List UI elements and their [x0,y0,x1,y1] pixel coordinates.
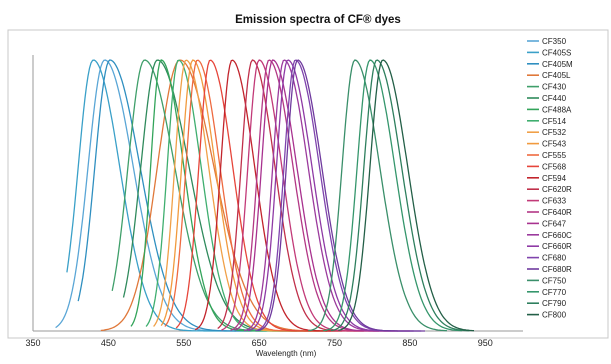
x-tick-label: 550 [176,338,191,348]
x-tick-label: 950 [478,338,493,348]
legend-label: CF568 [542,162,567,171]
legend-label: CF430 [542,83,567,92]
series-group [55,59,475,332]
legend-label: CF680 [542,254,567,263]
legend-label: CF633 [542,197,567,206]
legend: CF350 CF405S CF405M CF405L CF430 CF440 CF488A C… [527,37,573,320]
legend-label: CF543 [542,140,567,149]
series-line-cf750 [308,59,447,332]
legend-label: CF405S [542,48,571,57]
legend-label: CF514 [542,117,567,126]
legend-label: CF647 [542,219,567,228]
legend-label: CF532 [542,128,567,137]
legend-label: CF680R [542,265,572,274]
chart-title: Emission spectra of CF® dyes [235,14,401,26]
x-tick-label: 650 [252,338,267,348]
series-line-cf555 [164,59,331,332]
series-line-cf680r [257,59,425,332]
legend-label: CF488A [542,105,572,114]
legend-label: CF800 [542,311,567,320]
legend-label: CF594 [542,174,567,183]
x-tick-label: 850 [402,338,417,348]
legend-label: CF405M [542,60,573,69]
legend-label: CF620R [542,185,572,194]
legend-label: CF770 [542,288,567,297]
legend-label: CF405L [542,71,571,80]
legend-label: CF440 [542,94,567,103]
x-tick-label: 750 [327,338,342,348]
x-axis-label: Wavelength (nm) [256,349,317,358]
legend-label: CF750 [542,276,567,285]
legend-label: CF350 [542,37,567,46]
legend-label: CF555 [542,151,567,160]
x-tick-label: 350 [25,338,40,348]
plot-frame [7,29,609,339]
legend-label: CF660C [542,231,572,240]
series-line-cf790 [330,59,470,332]
legend-label: CF790 [542,299,567,308]
legend-label: CF660R [542,242,572,251]
series-line-cf405l [100,59,320,332]
series-line-cf405m [77,59,267,332]
series-line-cf770 [323,59,462,332]
series-line-cf405s [66,59,236,332]
x-tick-labels: 350 450 550 650 750 850 950 [25,338,492,348]
series-line-cf660c [243,59,410,332]
legend-label: CF640R [542,208,572,217]
series-line-cf800 [338,59,475,332]
x-tick-label: 450 [101,338,116,348]
